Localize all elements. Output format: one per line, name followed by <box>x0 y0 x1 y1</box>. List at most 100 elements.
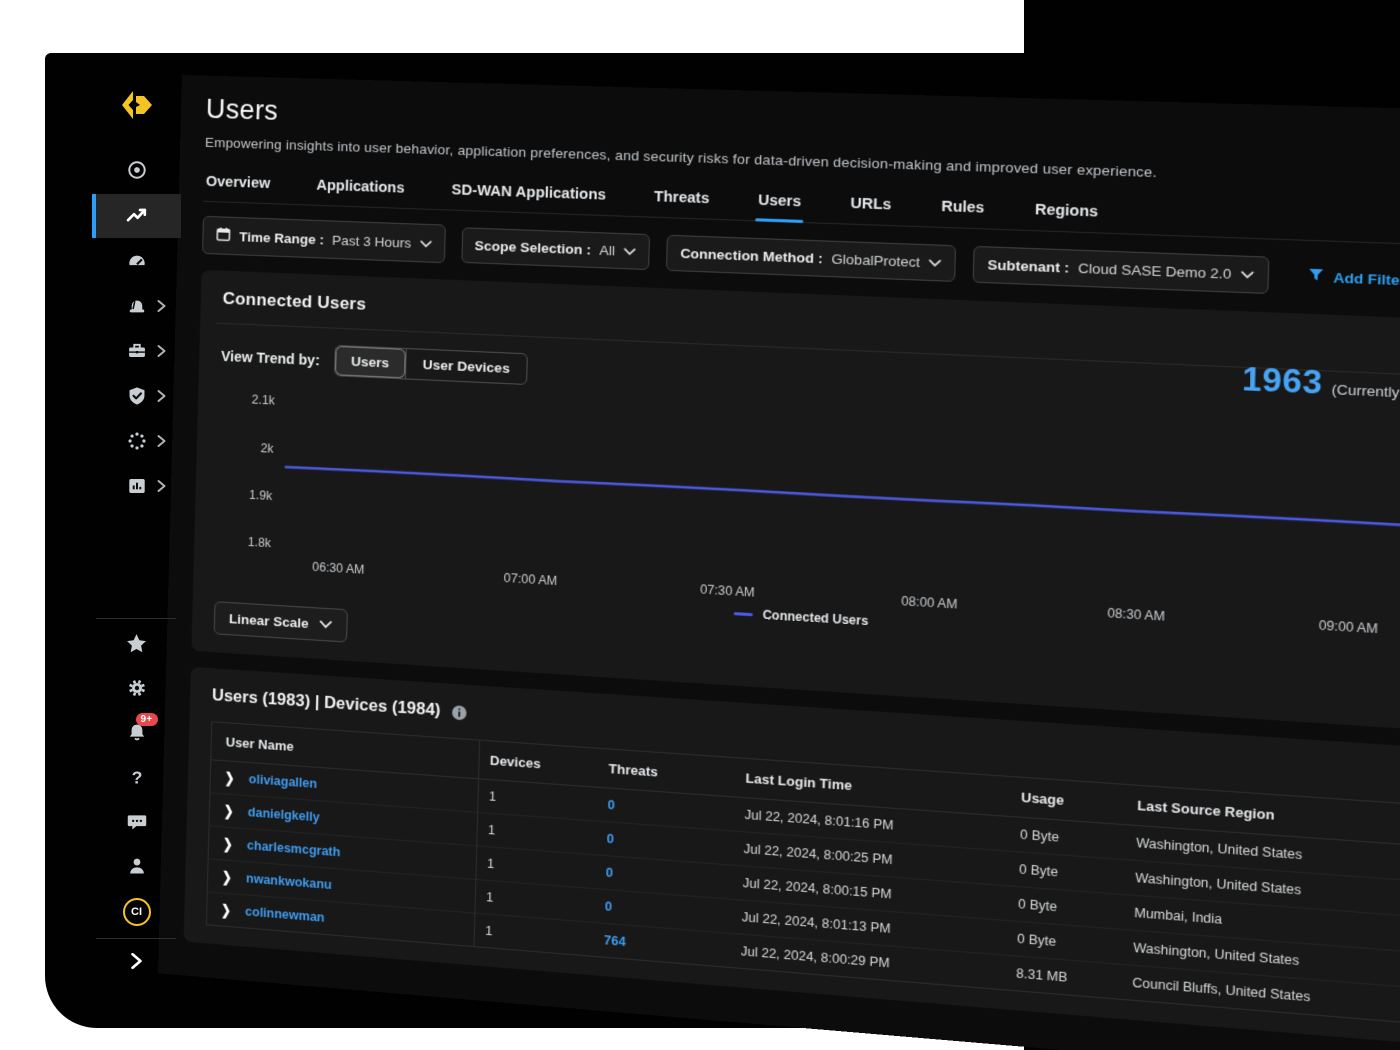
svg-text:1.9k: 1.9k <box>249 487 273 502</box>
svg-text:07:00 AM: 07:00 AM <box>504 571 558 588</box>
filter-label: Connection Method : <box>680 245 824 266</box>
svg-text:08:30 AM: 08:30 AM <box>1107 606 1165 624</box>
sidebar-item-activity-insights[interactable] <box>92 194 181 238</box>
dotted-circle-icon <box>126 430 148 452</box>
svg-text:?: ? <box>131 768 142 788</box>
filter-label: Time Range : <box>239 228 325 247</box>
threat-count-link[interactable]: 0 <box>604 899 613 915</box>
person-icon <box>126 855 148 877</box>
submenu-chevron-icon <box>156 434 167 448</box>
user-name-link[interactable]: nwankwokanu <box>245 871 333 893</box>
filter-value: GlobalProtect <box>831 250 921 270</box>
submenu-chevron-icon <box>156 389 167 403</box>
add-filter-label: Add Filter <box>1333 269 1400 289</box>
trend-option-users[interactable]: Users <box>334 345 406 379</box>
submenu-chevron-icon <box>156 479 167 493</box>
filter-bar: Time Range : Past 3 Hours Scope Selection … <box>202 215 1400 304</box>
chat-icon <box>126 811 148 833</box>
sidebar-item-star[interactable] <box>92 621 181 665</box>
expand-row-icon[interactable]: ❯ <box>220 901 232 919</box>
threat-count-link[interactable]: 0 <box>607 797 616 813</box>
tab-rules[interactable]: Rules <box>941 198 985 217</box>
star-icon <box>125 632 148 655</box>
filter-pill-subtenant[interactable]: Subtenant : Cloud SASE Demo 2.0 <box>972 245 1270 294</box>
sidebar-item-shield-check[interactable] <box>92 374 181 418</box>
sidebar-item-chat[interactable] <box>92 800 181 844</box>
connected-users-chart: 2.1k 2k 1.9k 1.8k 06:30 AM 07:00 AM 07:30 AM 08… <box>215 377 1400 645</box>
tab-users[interactable]: Users <box>755 184 803 222</box>
sidebar-item-dotted-circle[interactable] <box>92 419 181 463</box>
chevron-down-icon <box>623 243 636 259</box>
svg-text:2k: 2k <box>260 441 274 456</box>
avatar[interactable]: CI <box>122 898 151 926</box>
sidebar-item-gear[interactable] <box>92 666 181 710</box>
svg-text:1.8k: 1.8k <box>248 534 272 549</box>
sidebar-divider <box>96 618 176 619</box>
notification-badge: 9+ <box>135 713 158 726</box>
info-icon[interactable] <box>450 704 467 721</box>
users-table-title-text: Users (1983) | Devices (1984) <box>211 686 441 720</box>
user-name-link[interactable]: danielgkelly <box>247 805 320 825</box>
filter-value: All <box>599 242 616 258</box>
filter-pill-connection-method[interactable]: Connection Method : GlobalProtect <box>666 234 957 282</box>
funnel-icon <box>1307 267 1325 287</box>
app-content-window: Users Empowering insights into user beha… <box>157 75 1400 1050</box>
siren-icon <box>126 295 148 317</box>
sidebar-item-siren[interactable] <box>92 284 181 328</box>
tab-urls[interactable]: URLs <box>850 195 892 214</box>
gear-icon <box>126 677 148 699</box>
sidebar-collapse-button[interactable] <box>92 939 181 983</box>
expand-row-icon[interactable]: ❯ <box>222 834 234 853</box>
tab-regions[interactable]: Regions <box>1034 201 1099 221</box>
tab-overview[interactable]: Overview <box>205 173 271 193</box>
sidebar-item-bell[interactable]: 9+ <box>92 711 181 755</box>
radar-icon <box>126 159 148 181</box>
sidebar-item-help[interactable]: ? <box>92 756 181 800</box>
user-name-link[interactable]: oliviagallen <box>248 772 318 792</box>
filter-pill-scope-selection[interactable]: Scope Selection : All <box>460 226 651 270</box>
filter-label: Subtenant : <box>987 256 1070 276</box>
report-icon <box>126 475 148 497</box>
tab-threats[interactable]: Threats <box>653 188 710 208</box>
help-icon: ? <box>126 767 148 789</box>
trend-segmented-control: Users User Devices <box>333 344 528 386</box>
linear-scale-dropdown[interactable]: Linear Scale <box>213 601 348 643</box>
user-name-link[interactable]: charlesmcgrath <box>246 838 341 860</box>
sidebar-item-person[interactable] <box>92 844 181 888</box>
chevron-down-icon <box>928 254 941 270</box>
calendar-icon <box>215 226 231 245</box>
svg-text:06:30 AM: 06:30 AM <box>312 560 365 577</box>
threat-count-link[interactable]: 764 <box>603 933 626 950</box>
filter-pill-time-range[interactable]: Time Range : Past 3 Hours <box>202 215 446 264</box>
connected-users-panel: Connected Users 1963 (Currently Connecte… <box>191 269 1400 732</box>
trend-line <box>285 467 1400 527</box>
add-filter-button[interactable]: Add Filter <box>1307 267 1400 290</box>
sidebar: 9+? CI <box>92 53 181 1015</box>
threat-count-link[interactable]: 0 <box>605 865 614 881</box>
trend-option-user-devices[interactable]: User Devices <box>405 348 527 384</box>
tab-sd-wan-applications[interactable]: SD-WAN Applications <box>451 182 607 204</box>
submenu-chevron-icon <box>156 344 167 358</box>
gauge-icon <box>126 250 148 272</box>
svg-text:08:00 AM: 08:00 AM <box>901 594 958 612</box>
sidebar-item-radar[interactable] <box>92 148 181 192</box>
sidebar-item-report[interactable] <box>92 464 181 508</box>
users-table-title: Users (1983) | Devices (1984) <box>212 686 1400 787</box>
chevron-right-icon <box>131 952 142 970</box>
threat-count-link[interactable]: 0 <box>606 831 615 847</box>
user-name-link[interactable]: colinnewman <box>244 904 325 925</box>
sidebar-item-account-avatar[interactable]: CI <box>92 890 181 934</box>
legend-line-swatch <box>733 611 753 616</box>
filter-value: Cloud SASE Demo 2.0 <box>1077 259 1232 282</box>
submenu-chevron-icon <box>156 299 167 313</box>
connected-count-value: 1963 <box>1241 360 1324 402</box>
sidebar-item-gauge[interactable] <box>92 239 181 283</box>
expand-row-icon[interactable]: ❯ <box>221 868 233 886</box>
expand-row-icon[interactable]: ❯ <box>223 801 235 820</box>
connected-count-suffix: (Currently Connected) <box>1331 381 1400 404</box>
expand-row-icon[interactable]: ❯ <box>224 768 236 787</box>
sidebar-item-toolbox[interactable] <box>92 329 181 373</box>
tab-applications[interactable]: Applications <box>316 177 405 197</box>
chevron-down-icon <box>419 235 432 251</box>
